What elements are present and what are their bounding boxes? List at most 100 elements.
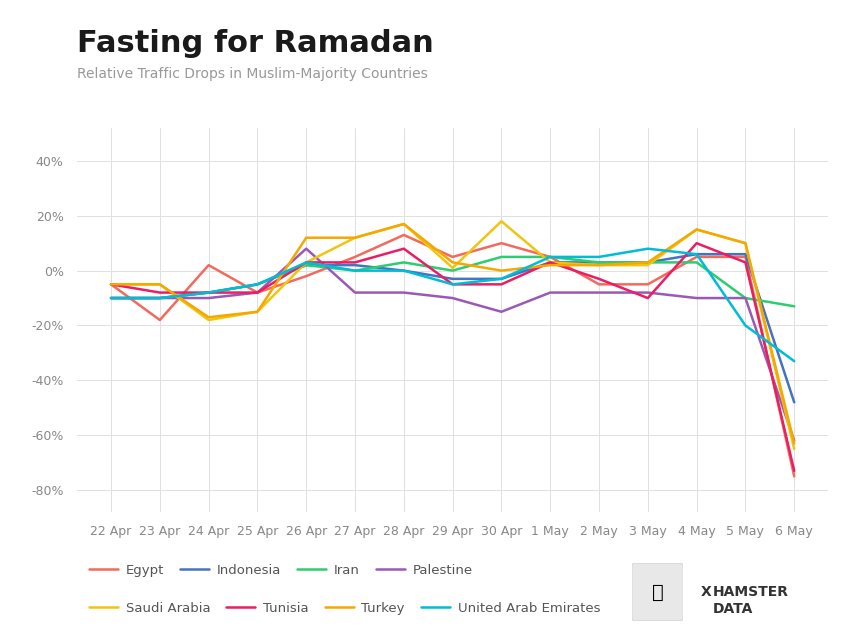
Text: DATA: DATA [712, 602, 752, 616]
Egypt [642, 280, 653, 288]
Indonesia [154, 294, 165, 302]
United Arab Emirates [740, 322, 750, 330]
Turkey [252, 308, 262, 316]
Saudi Arabia [252, 308, 262, 316]
Palestine [252, 289, 262, 296]
United Arab Emirates [203, 289, 213, 296]
Tunisia [691, 239, 701, 247]
United Arab Emirates [154, 294, 165, 302]
Iran [496, 253, 506, 260]
Saudi Arabia [350, 234, 360, 241]
Palestine [691, 294, 701, 302]
Line: Egypt: Egypt [111, 235, 793, 476]
Indonesia [691, 250, 701, 258]
Palestine [496, 308, 506, 316]
Turkey [350, 234, 360, 241]
Iran [350, 267, 360, 275]
Saudi Arabia [106, 280, 116, 288]
Indonesia [496, 275, 506, 283]
Egypt [544, 253, 554, 260]
Indonesia [301, 261, 311, 269]
Turkey [642, 259, 653, 266]
Palestine [350, 289, 360, 296]
United Arab Emirates [544, 253, 554, 260]
Palestine [398, 289, 409, 296]
Iran [301, 261, 311, 269]
Egypt [301, 272, 311, 280]
Saudi Arabia [398, 220, 409, 228]
Palestine [642, 289, 653, 296]
Turkey [788, 440, 798, 447]
Turkey [106, 280, 116, 288]
Line: Palestine: Palestine [111, 249, 793, 441]
Legend: Saudi Arabia, Tunisia, Turkey, United Arab Emirates: Saudi Arabia, Tunisia, Turkey, United Ar… [84, 596, 605, 621]
FancyBboxPatch shape [631, 563, 682, 621]
Palestine [203, 294, 213, 302]
Palestine [788, 437, 798, 445]
Indonesia [398, 267, 409, 275]
Tunisia [252, 289, 262, 296]
Iran [252, 280, 262, 288]
Palestine [544, 289, 554, 296]
Palestine [447, 294, 457, 302]
United Arab Emirates [788, 357, 798, 365]
Indonesia [106, 294, 116, 302]
Tunisia [544, 259, 554, 266]
Saudi Arabia [203, 316, 213, 324]
Tunisia [350, 259, 360, 266]
Turkey [691, 226, 701, 234]
United Arab Emirates [398, 267, 409, 275]
Egypt [447, 253, 457, 260]
United Arab Emirates [252, 280, 262, 288]
Egypt [788, 472, 798, 480]
Indonesia [642, 259, 653, 266]
Iran [788, 303, 798, 310]
Turkey [154, 280, 165, 288]
United Arab Emirates [106, 294, 116, 302]
Turkey [398, 220, 409, 228]
Iran [203, 289, 213, 296]
Iran [691, 259, 701, 266]
Tunisia [203, 289, 213, 296]
Saudi Arabia [642, 261, 653, 269]
Iran [398, 259, 409, 266]
Text: X: X [699, 585, 711, 599]
Tunisia [154, 289, 165, 296]
Indonesia [740, 250, 750, 258]
Iran [106, 294, 116, 302]
Tunisia [398, 245, 409, 253]
Turkey [593, 261, 603, 269]
Egypt [593, 280, 603, 288]
Line: Saudi Arabia: Saudi Arabia [111, 221, 793, 449]
Indonesia [593, 259, 603, 266]
Iran [154, 294, 165, 302]
Tunisia [788, 467, 798, 475]
Turkey [544, 261, 554, 269]
Egypt [691, 253, 701, 260]
Indonesia [788, 399, 798, 406]
Palestine [106, 294, 116, 302]
Line: Indonesia: Indonesia [111, 254, 793, 403]
Turkey [496, 267, 506, 275]
Saudi Arabia [544, 259, 554, 266]
Egypt [350, 253, 360, 260]
Palestine [593, 289, 603, 296]
Iran [447, 267, 457, 275]
United Arab Emirates [447, 280, 457, 288]
Saudi Arabia [301, 259, 311, 266]
Indonesia [447, 275, 457, 283]
United Arab Emirates [691, 250, 701, 258]
Tunisia [106, 280, 116, 288]
Line: Turkey: Turkey [111, 224, 793, 444]
Palestine [154, 294, 165, 302]
Tunisia [593, 275, 603, 283]
Line: United Arab Emirates: United Arab Emirates [111, 249, 793, 361]
Egypt [740, 253, 750, 260]
Indonesia [544, 259, 554, 266]
Iran [544, 253, 554, 260]
Line: Tunisia: Tunisia [111, 243, 793, 471]
United Arab Emirates [593, 253, 603, 260]
Egypt [154, 316, 165, 324]
Text: HAMSTER: HAMSTER [712, 585, 788, 599]
Saudi Arabia [447, 264, 457, 272]
